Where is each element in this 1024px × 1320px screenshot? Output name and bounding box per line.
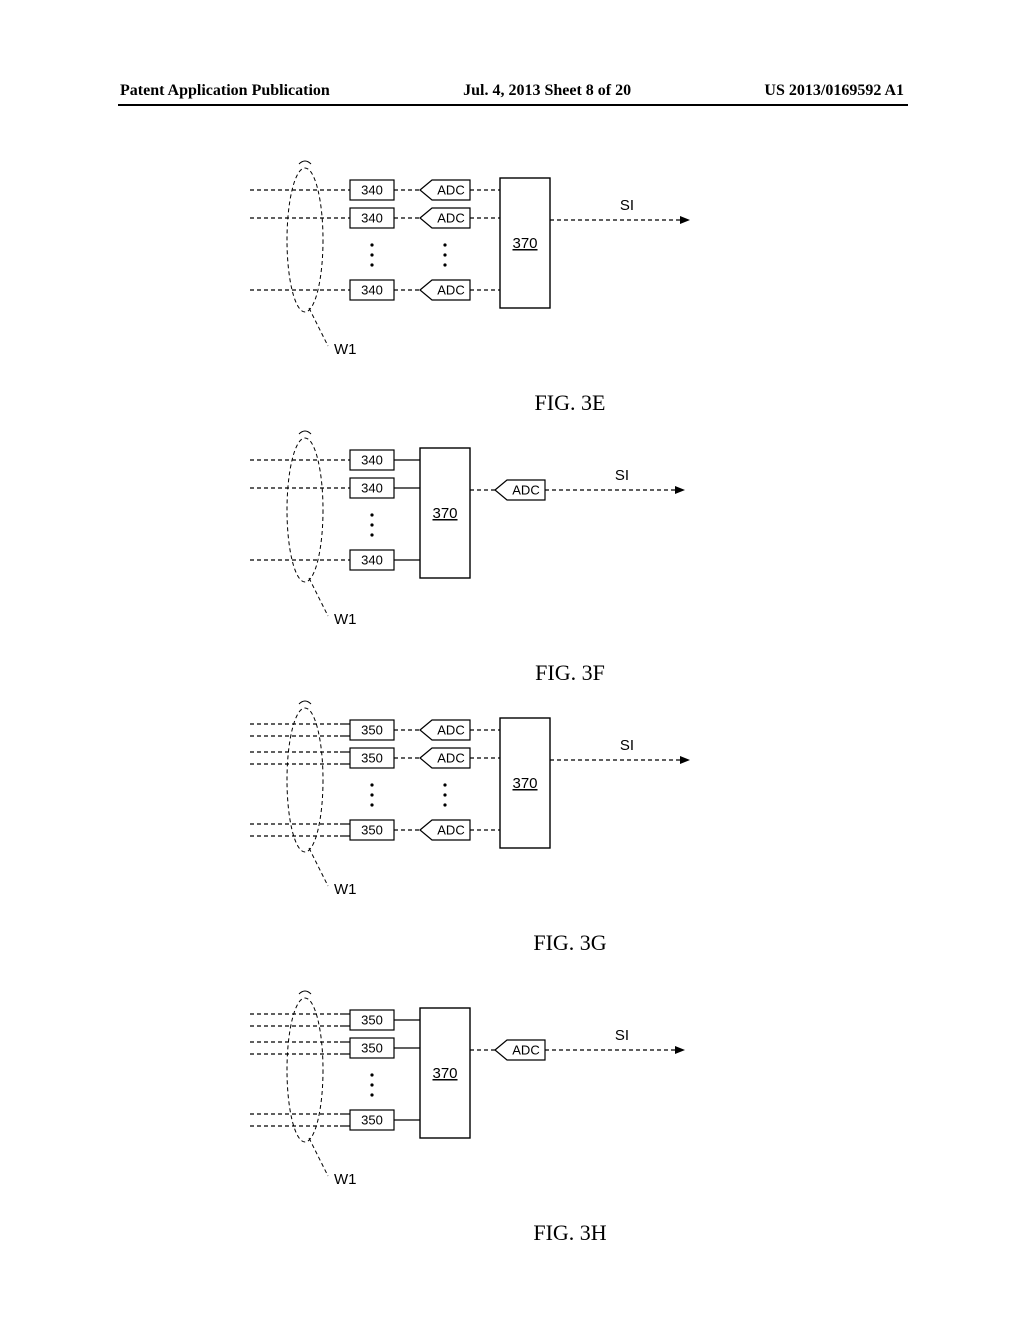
svg-text:340: 340 [361,211,383,226]
svg-text:350: 350 [361,751,383,766]
svg-text:ADC: ADC [437,283,464,298]
svg-text:SI: SI [620,197,634,214]
header-left: Patent Application Publication [120,82,330,100]
circuit-diagram: 350 ADC 350 ADC 350 ADC W1 370 SI [250,700,770,930]
svg-text:370: 370 [512,235,537,252]
header-mid: Jul. 4, 2013 Sheet 8 of 20 [463,82,631,100]
svg-text:W1: W1 [334,1171,357,1188]
svg-text:ADC: ADC [437,211,464,226]
svg-text:350: 350 [361,1041,383,1056]
svg-text:350: 350 [361,1013,383,1028]
svg-text:SI: SI [615,1027,629,1044]
svg-text:SI: SI [620,737,634,754]
svg-text:340: 340 [361,481,383,496]
svg-text:340: 340 [361,183,383,198]
svg-text:SI: SI [615,467,629,484]
figure-caption: FIG. 3F [370,660,770,686]
figure-caption: FIG. 3E [370,390,770,416]
figure-h: 350 350 350 W1 370 ADC SI FIG. 3H [250,990,770,1246]
svg-text:W1: W1 [334,341,357,358]
svg-text:340: 340 [361,283,383,298]
figure-caption: FIG. 3G [370,930,770,956]
svg-text:ADC: ADC [437,723,464,738]
svg-text:ADC: ADC [512,483,539,498]
svg-text:370: 370 [432,505,457,522]
svg-text:ADC: ADC [512,1043,539,1058]
svg-text:ADC: ADC [437,183,464,198]
header-right: US 2013/0169592 A1 [764,82,904,100]
circuit-diagram: 340 ADC 340 ADC 340 ADC W1 370 SI [250,160,770,390]
circuit-diagram: 350 350 350 W1 370 ADC SI [250,990,770,1220]
svg-text:ADC: ADC [437,823,464,838]
svg-text:W1: W1 [334,881,357,898]
svg-text:350: 350 [361,723,383,738]
figure-f: 340 340 340 W1 370 ADC SI FIG. 3F [250,430,770,686]
svg-text:340: 340 [361,553,383,568]
svg-text:340: 340 [361,453,383,468]
svg-text:W1: W1 [334,611,357,628]
figure-caption: FIG. 3H [370,1220,770,1246]
svg-text:350: 350 [361,823,383,838]
header-rule [118,104,908,106]
svg-text:370: 370 [432,1065,457,1082]
svg-text:ADC: ADC [437,751,464,766]
svg-text:370: 370 [512,775,537,792]
page-header: Patent Application Publication Jul. 4, 2… [0,82,1024,100]
svg-text:350: 350 [361,1113,383,1128]
figure-g: 350 ADC 350 ADC 350 ADC W1 370 SI FIG. 3G [250,700,770,956]
figure-e: 340 ADC 340 ADC 340 ADC W1 370 SI FIG. 3E [250,160,770,416]
circuit-diagram: 340 340 340 W1 370 ADC SI [250,430,770,660]
